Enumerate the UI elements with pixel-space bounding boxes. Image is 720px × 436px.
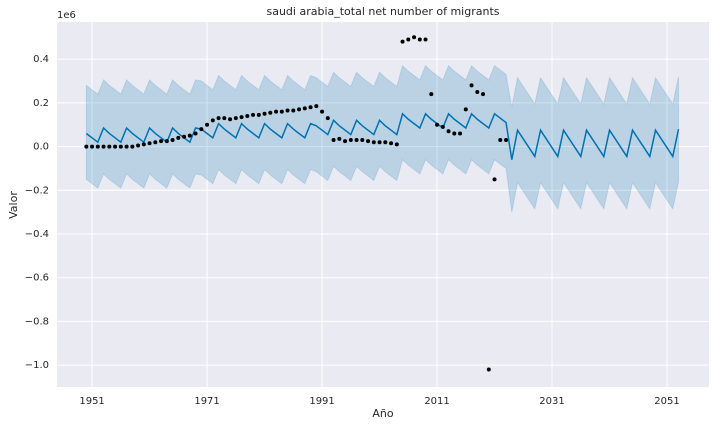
data-point xyxy=(113,144,118,149)
offset-label: 1e6 xyxy=(57,10,76,21)
data-point xyxy=(164,139,169,144)
data-point xyxy=(285,108,290,113)
y-tick-label: −0.4 xyxy=(25,229,49,240)
x-axis-label: Año xyxy=(372,407,393,420)
data-point xyxy=(291,108,296,113)
data-point xyxy=(193,131,198,136)
data-point xyxy=(446,129,451,134)
data-point xyxy=(182,134,187,139)
data-point xyxy=(216,116,221,121)
data-point xyxy=(360,138,365,143)
data-point xyxy=(245,113,250,118)
data-point xyxy=(153,140,158,145)
data-point xyxy=(205,122,210,127)
data-point xyxy=(325,116,330,121)
y-tick-label: 0.4 xyxy=(33,54,49,65)
data-point xyxy=(268,110,273,115)
x-tick-label: 2031 xyxy=(539,396,564,407)
data-point xyxy=(279,109,284,114)
data-point xyxy=(308,105,313,110)
data-point xyxy=(118,144,123,149)
data-point xyxy=(371,140,376,145)
data-point xyxy=(222,116,227,121)
data-point xyxy=(274,109,279,114)
y-tick-label: −0.2 xyxy=(25,185,49,196)
data-point xyxy=(256,112,261,117)
data-point xyxy=(354,138,359,143)
x-tick-label: 1951 xyxy=(79,396,104,407)
y-tick-label: −0.8 xyxy=(25,316,49,327)
data-point xyxy=(136,143,141,148)
data-point xyxy=(239,115,244,120)
data-point xyxy=(429,92,434,97)
data-point xyxy=(320,109,325,114)
data-point xyxy=(84,144,89,149)
chart-title: saudi arabia_total net number of migrant… xyxy=(266,5,499,18)
forecast-line xyxy=(85,112,680,160)
data-point xyxy=(314,104,319,109)
x-tick-label: 2011 xyxy=(424,396,449,407)
data-point xyxy=(187,133,192,138)
data-point xyxy=(233,116,238,121)
data-point xyxy=(210,118,215,123)
data-point xyxy=(394,142,399,147)
data-point xyxy=(366,139,371,144)
data-point xyxy=(147,141,152,146)
data-point xyxy=(475,89,480,94)
data-point xyxy=(389,141,394,146)
data-point xyxy=(504,138,509,143)
x-tick-label: 1991 xyxy=(309,396,334,407)
data-point xyxy=(469,83,474,88)
data-point xyxy=(463,107,468,112)
y-axis-label: Valor xyxy=(7,191,20,219)
data-point xyxy=(486,367,491,372)
y-tick-label: 0.2 xyxy=(33,98,49,109)
data-point xyxy=(337,136,342,141)
y-tick-label: −1.0 xyxy=(25,360,49,371)
data-point xyxy=(124,144,129,149)
y-tick-label: 0.0 xyxy=(33,142,49,153)
data-point xyxy=(423,37,428,42)
data-point xyxy=(400,39,405,44)
data-point xyxy=(406,37,411,42)
data-point xyxy=(412,35,417,40)
uncertainty-band xyxy=(85,64,680,213)
data-point xyxy=(492,177,497,182)
data-point xyxy=(377,140,382,145)
data-point xyxy=(251,112,256,117)
data-point xyxy=(141,142,146,147)
data-point xyxy=(452,131,457,136)
data-point xyxy=(458,131,463,136)
data-point xyxy=(159,139,164,144)
data-point xyxy=(101,144,106,149)
data-point xyxy=(176,135,181,140)
y-tick-label: −0.6 xyxy=(25,273,49,284)
data-point xyxy=(417,37,422,42)
data-point xyxy=(107,144,112,149)
x-tick-label: 1971 xyxy=(194,396,219,407)
data-point xyxy=(170,138,175,143)
data-point xyxy=(199,127,204,132)
data-point xyxy=(331,138,336,143)
data-point xyxy=(383,140,388,145)
data-point xyxy=(130,144,135,149)
data-point xyxy=(297,107,302,112)
plot-area xyxy=(57,22,709,387)
data-point xyxy=(343,139,348,144)
data-point xyxy=(90,144,95,149)
data-point xyxy=(440,124,445,129)
data-point xyxy=(498,138,503,143)
data-point xyxy=(348,138,353,143)
data-point xyxy=(228,117,233,122)
data-point xyxy=(302,106,307,111)
data-point xyxy=(262,111,267,116)
data-point xyxy=(95,144,100,149)
data-point xyxy=(481,92,486,97)
data-point xyxy=(435,122,440,127)
x-tick-label: 2051 xyxy=(654,396,679,407)
